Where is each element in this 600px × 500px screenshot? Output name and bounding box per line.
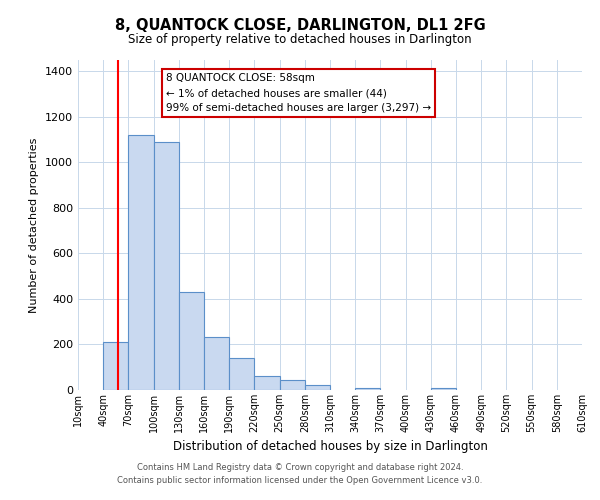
Y-axis label: Number of detached properties: Number of detached properties	[29, 138, 40, 312]
Bar	[179, 292, 204, 390]
Bar	[431, 388, 456, 390]
X-axis label: Distribution of detached houses by size in Darlington: Distribution of detached houses by size …	[173, 440, 487, 454]
Bar	[280, 380, 305, 390]
Bar	[103, 342, 128, 390]
Text: Contains public sector information licensed under the Open Government Licence v3: Contains public sector information licen…	[118, 476, 482, 485]
Text: 8 QUANTOCK CLOSE: 58sqm
← 1% of detached houses are smaller (44)
99% of semi-det: 8 QUANTOCK CLOSE: 58sqm ← 1% of detached…	[166, 73, 431, 113]
Text: Size of property relative to detached houses in Darlington: Size of property relative to detached ho…	[128, 32, 472, 46]
Bar	[128, 135, 154, 390]
Bar	[355, 388, 380, 390]
Bar	[204, 336, 229, 390]
Bar	[254, 376, 280, 390]
Text: 8, QUANTOCK CLOSE, DARLINGTON, DL1 2FG: 8, QUANTOCK CLOSE, DARLINGTON, DL1 2FG	[115, 18, 485, 32]
Bar	[305, 386, 330, 390]
Bar	[154, 142, 179, 390]
Bar	[229, 358, 254, 390]
Text: Contains HM Land Registry data © Crown copyright and database right 2024.: Contains HM Land Registry data © Crown c…	[137, 462, 463, 471]
